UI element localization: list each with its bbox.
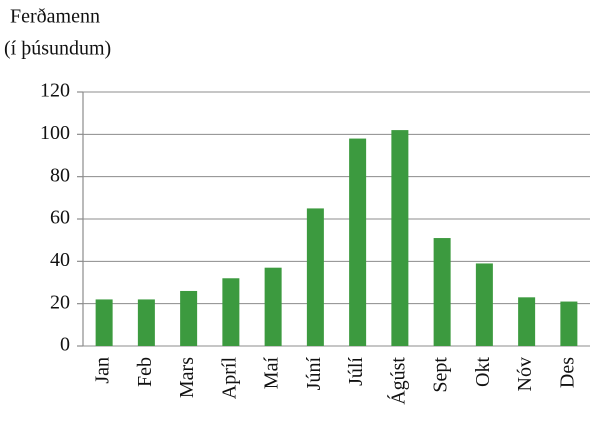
bar bbox=[306, 208, 324, 346]
x-tick-label: Feb bbox=[134, 357, 156, 387]
bar bbox=[349, 138, 367, 346]
y-tick-label: 0 bbox=[60, 334, 70, 356]
y-tick-label: 120 bbox=[40, 80, 70, 102]
x-tick-label: Júlí bbox=[345, 357, 367, 386]
y-tick-label: 80 bbox=[50, 164, 70, 186]
bar bbox=[222, 278, 240, 346]
y-tick-label: 40 bbox=[50, 249, 70, 271]
x-tick-label: Maí bbox=[261, 357, 283, 390]
x-tick-label: Sept bbox=[430, 357, 452, 393]
x-tick-label: Okt bbox=[472, 357, 494, 387]
bar bbox=[433, 238, 451, 346]
bar bbox=[264, 267, 282, 346]
x-tick-label: Mars bbox=[176, 357, 198, 398]
bar bbox=[475, 263, 493, 346]
x-tick-label: Ágúst bbox=[386, 357, 409, 405]
bar bbox=[560, 301, 578, 346]
bar bbox=[137, 299, 155, 346]
y-tick-label: 20 bbox=[50, 291, 70, 313]
x-tick-label: Nóv bbox=[514, 357, 536, 391]
y-tick-label: 100 bbox=[40, 122, 70, 144]
bar bbox=[180, 290, 198, 346]
bar bbox=[95, 299, 113, 346]
x-tick-label: Apríl bbox=[218, 357, 240, 400]
y-tick-label: 60 bbox=[50, 207, 70, 229]
x-tick-label: Des bbox=[556, 357, 578, 388]
y-axis-label: Ferðamenn bbox=[10, 6, 100, 28]
x-tick-label: Jan bbox=[92, 357, 114, 384]
y-axis-label: (í þúsundum) bbox=[4, 38, 111, 60]
bar bbox=[518, 297, 536, 346]
bar bbox=[391, 130, 409, 346]
x-tick-label: Júní bbox=[303, 357, 325, 391]
